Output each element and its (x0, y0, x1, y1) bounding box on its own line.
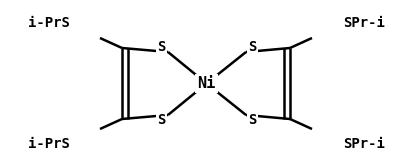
Text: S: S (158, 113, 166, 127)
Text: i-PrS: i-PrS (28, 137, 70, 151)
Text: S: S (248, 113, 256, 127)
Text: S: S (248, 40, 256, 54)
Text: i-PrS: i-PrS (28, 16, 70, 30)
Text: SPr-i: SPr-i (343, 137, 385, 151)
Text: Ni: Ni (197, 76, 216, 91)
Text: S: S (158, 40, 166, 54)
Text: SPr-i: SPr-i (343, 16, 385, 30)
